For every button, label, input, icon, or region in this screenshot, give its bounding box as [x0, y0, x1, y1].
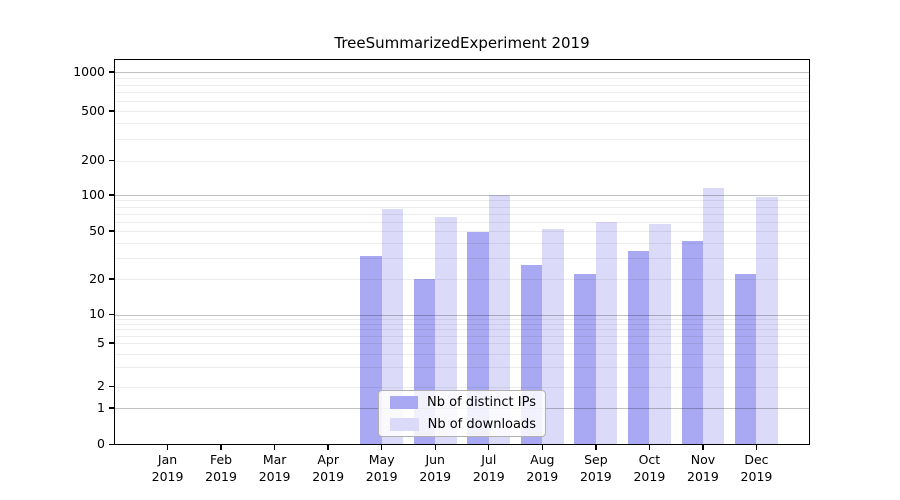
y-tick-label: 5: [97, 334, 105, 350]
bar-distinct-ips-May: [360, 256, 382, 445]
x-tick-label-Nov: Nov 2019: [687, 451, 719, 484]
gridline-minor: [114, 100, 810, 102]
gridline-minor: [114, 221, 810, 223]
gridline-minor: [114, 123, 810, 125]
y-tick-label: 50: [89, 222, 105, 238]
x-tick-label-Sep: Sep 2019: [579, 451, 612, 484]
x-tick-mark: [648, 444, 651, 450]
chart-title: TreeSummarizedExperiment 2019: [334, 34, 590, 52]
bar-downloads-Dec: [756, 196, 778, 445]
gridline-major: [114, 314, 810, 316]
gridline-minor: [114, 213, 810, 215]
x-tick-mark: [702, 444, 704, 450]
y-tick-mark: [109, 443, 114, 446]
y-tick-label: 1000: [73, 63, 105, 79]
legend-item-downloads: Nb of downloads: [390, 417, 536, 432]
x-tick-mark: [380, 444, 383, 450]
x-tick-label-Feb: Feb 2019: [205, 451, 237, 484]
y-tick-mark: [109, 110, 114, 112]
gridline-minor: [114, 318, 810, 320]
bar-downloads-Nov: [702, 188, 725, 445]
gridline-major: [114, 195, 810, 196]
gridline-minor: [114, 160, 810, 162]
y-tick-label: 100: [81, 186, 105, 202]
x-tick-label-Jun: Jun 2019: [419, 451, 452, 484]
x-tick-mark: [166, 444, 169, 450]
bar-distinct-ips-Nov: [681, 241, 703, 445]
x-tick-label-Dec: Dec 2019: [740, 451, 773, 484]
gridline-minor: [114, 111, 810, 112]
gridline-minor: [114, 206, 810, 208]
x-tick-label-Jan: Jan 2019: [151, 451, 184, 484]
gridline-minor: [114, 92, 810, 94]
bar-distinct-ips-Oct: [627, 251, 650, 445]
gridline-minor: [114, 329, 810, 331]
gridline-minor: [114, 335, 810, 337]
bar-downloads-Oct: [649, 224, 671, 445]
bar-downloads-May: [381, 209, 404, 445]
legend-swatch-downloads: [390, 418, 419, 431]
y-tick-mark: [109, 230, 114, 232]
gridline-minor: [114, 242, 810, 244]
y-tick-label: 10: [89, 306, 105, 321]
y-tick-mark: [109, 342, 114, 344]
x-tick-label-Aug: Aug 2019: [526, 451, 559, 484]
y-tick-label: 20: [89, 270, 105, 286]
y-tick-mark: [109, 407, 114, 409]
y-tick-mark: [109, 159, 114, 162]
gridline-minor: [114, 343, 810, 344]
x-tick-mark: [488, 444, 490, 450]
gridline-major: [114, 72, 810, 73]
y-tick-mark: [109, 385, 114, 388]
legend-swatch-distinct-ips: [390, 396, 419, 409]
x-tick-mark: [220, 444, 222, 450]
bar-downloads-Jul: [488, 195, 511, 445]
x-tick-mark: [273, 444, 276, 450]
x-tick-label-May: May 2019: [365, 451, 398, 484]
x-tick-label-Jul: Jul 2019: [472, 451, 505, 484]
y-tick-mark: [109, 71, 114, 73]
gridline-minor: [114, 353, 810, 355]
x-tick-mark: [434, 444, 436, 450]
gridline-minor: [114, 84, 810, 86]
bar-downloads-Sep: [595, 222, 618, 445]
y-tick-mark: [109, 194, 114, 196]
legend-label-distinct-ips: Nb of distinct IPs: [427, 395, 536, 410]
gridline-minor: [114, 279, 810, 280]
bar-downloads-Aug: [542, 228, 564, 445]
gridline-minor: [114, 367, 810, 369]
gridline-minor: [114, 231, 810, 232]
gridline-minor: [114, 323, 810, 325]
y-tick-label: 0: [97, 436, 105, 451]
legend: Nb of distinct IPs Nb of downloads: [378, 390, 546, 437]
y-tick-label: 1: [97, 399, 105, 415]
y-tick-label: 2: [97, 378, 105, 393]
x-tick-mark: [327, 444, 329, 450]
x-tick-label-Oct: Oct 2019: [633, 451, 666, 484]
gridline-minor: [114, 138, 810, 140]
bar-distinct-ips-Dec: [735, 274, 757, 445]
gridline-minor: [114, 257, 810, 259]
legend-label-downloads: Nb of downloads: [427, 417, 536, 432]
gridline-minor: [114, 386, 810, 388]
gridline-minor: [114, 200, 810, 202]
gridline-minor: [114, 77, 810, 79]
y-tick-label: 500: [81, 102, 105, 118]
x-tick-label-Mar: Mar 2019: [258, 451, 291, 484]
x-tick-mark: [541, 444, 543, 450]
bar-distinct-ips-Sep: [574, 274, 596, 445]
y-tick-mark: [109, 278, 114, 280]
y-tick-label: 200: [81, 152, 105, 167]
bar-downloads-Jun: [435, 216, 457, 445]
x-tick-mark: [595, 444, 597, 450]
x-tick-label-Apr: Apr 2019: [312, 451, 345, 484]
y-tick-mark: [109, 313, 114, 316]
legend-item-distinct-ips: Nb of distinct IPs: [390, 395, 536, 410]
x-tick-mark: [755, 444, 758, 450]
